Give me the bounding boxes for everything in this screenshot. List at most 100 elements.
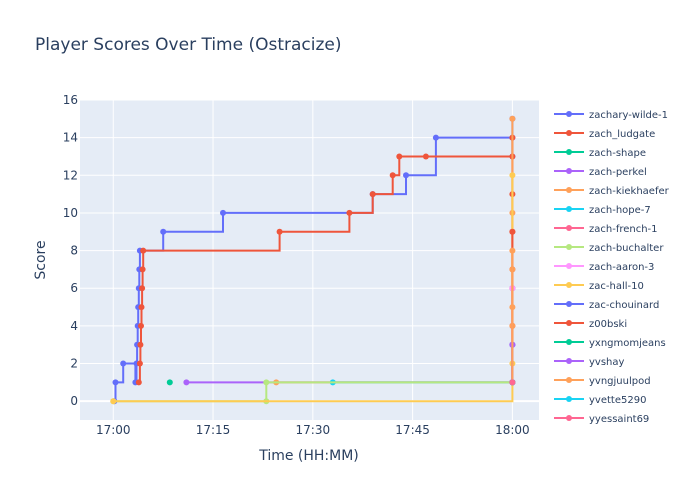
data-point [403, 172, 409, 179]
series-layer [110, 115, 516, 405]
x-tick-labels: 17:00 17:15 17:30 17:45 18:00 [96, 423, 530, 437]
data-point [509, 247, 516, 254]
legend-swatch-marker [566, 168, 572, 174]
y-tick-label: 2 [70, 357, 78, 371]
legend-swatch-marker [566, 130, 572, 136]
legend-swatch-marker [566, 282, 572, 288]
y-tick-label: 0 [70, 394, 78, 408]
x-tick-label: 17:30 [296, 423, 331, 437]
y-tick-label: 6 [70, 281, 78, 295]
y-tick-label: 4 [70, 319, 78, 333]
legend-swatch-marker [566, 244, 572, 250]
legend-item[interactable]: zach-buchalter [554, 243, 664, 254]
legend-label: z00bski [589, 319, 627, 330]
legend-item[interactable]: zac-chouinard [554, 300, 659, 311]
chart-title: Player Scores Over Time (Ostracize) [35, 35, 342, 55]
legend-swatch-marker [566, 263, 572, 269]
data-point [396, 153, 403, 160]
y-axis-title: Score [33, 240, 49, 279]
data-point [509, 172, 516, 179]
series-zach-shape [166, 379, 173, 386]
data-point [422, 153, 429, 160]
data-point [120, 360, 127, 367]
legend-swatch-marker [566, 111, 572, 117]
data-point [138, 322, 144, 329]
data-point [139, 285, 146, 292]
legend-item[interactable]: yyessaint69 [554, 414, 649, 425]
legend-label: zach-aaron-3 [589, 262, 654, 273]
data-point [166, 379, 173, 386]
legend-swatch-marker [566, 320, 572, 326]
data-point [509, 304, 516, 311]
data-point [183, 379, 190, 386]
y-tick-label: 16 [63, 93, 78, 107]
legend-label: yvshay [589, 357, 625, 368]
legend-swatch-marker [566, 225, 572, 231]
legend-item[interactable]: zach_ludgate [554, 129, 655, 140]
legend-item[interactable]: z00bski [554, 319, 627, 330]
series-yyessaint69 [509, 379, 516, 386]
y-tick-label: 8 [70, 244, 78, 258]
legend-label: zac-chouinard [589, 300, 659, 311]
legend-label: zach-french-1 [589, 224, 658, 235]
legend-label: zachary-wilde-1 [589, 110, 668, 121]
legend-swatch-marker [566, 206, 572, 212]
legend-item[interactable]: yvshay [554, 357, 625, 368]
legend-item[interactable]: zac-hall-10 [554, 281, 644, 292]
legend-swatch-marker [566, 415, 572, 421]
y-tick-label: 12 [63, 168, 78, 182]
data-point [137, 341, 144, 348]
data-point [369, 191, 376, 198]
legend-item[interactable]: zach-aaron-3 [554, 262, 654, 273]
y-tick-label: 14 [63, 131, 78, 145]
legend-item[interactable]: zach-french-1 [554, 224, 658, 235]
legend-label: zach-shape [589, 148, 646, 159]
legend-swatch-marker [566, 358, 572, 364]
legend-item[interactable]: yvette5290 [554, 395, 646, 406]
data-point [112, 379, 119, 386]
legend-item[interactable]: zach-kiekhaefer [554, 186, 670, 197]
legend-label: zach-buchalter [589, 243, 664, 254]
legend-swatch-marker [566, 301, 572, 307]
data-point [389, 172, 396, 179]
legend-label: yvette5290 [589, 395, 646, 406]
legend-label: yxngmomjeans [589, 338, 666, 349]
legend-label: zach-hope-7 [589, 205, 651, 216]
legend-item[interactable]: yvngjuulpod [554, 376, 651, 387]
data-point [135, 379, 142, 386]
legend-label: zach-kiekhaefer [589, 186, 670, 197]
x-tick-label: 17:00 [96, 423, 131, 437]
legend-swatch-marker [566, 149, 572, 155]
legend-swatch-marker [566, 377, 572, 383]
legend-item[interactable]: zach-perkel [554, 167, 647, 178]
legend-swatch-marker [566, 339, 572, 345]
data-point [276, 228, 283, 235]
legend-label: zach_ludgate [589, 129, 655, 140]
data-point [346, 209, 353, 216]
x-axis-title: Time (HH:MM) [258, 448, 359, 464]
data-point [136, 360, 143, 367]
y-tick-labels: 0 2 4 6 8 10 12 14 16 [63, 93, 78, 408]
legend-label: zac-hall-10 [589, 281, 644, 292]
data-point [432, 134, 439, 141]
data-point [509, 228, 516, 235]
legend-item[interactable]: zach-shape [554, 148, 646, 159]
legend-swatch-marker [566, 396, 572, 402]
data-point [160, 228, 167, 235]
legend: zachary-wilde-1 zach_ludgate zach-shape zac… [554, 110, 670, 425]
data-point [139, 266, 146, 273]
legend-label: yvngjuulpod [589, 376, 651, 387]
data-point [509, 379, 516, 386]
data-point [220, 209, 226, 216]
x-tick-label: 18:00 [495, 423, 530, 437]
legend-item[interactable]: zach-hope-7 [554, 205, 651, 216]
x-tick-label: 17:45 [395, 423, 430, 437]
data-point [110, 398, 117, 405]
legend-item[interactable]: yxngmomjeans [554, 338, 666, 349]
data-point [138, 304, 145, 311]
legend-label: yyessaint69 [589, 414, 649, 425]
legend-item[interactable]: zachary-wilde-1 [554, 110, 668, 121]
data-point [509, 115, 516, 122]
y-tick-label: 10 [63, 206, 78, 220]
